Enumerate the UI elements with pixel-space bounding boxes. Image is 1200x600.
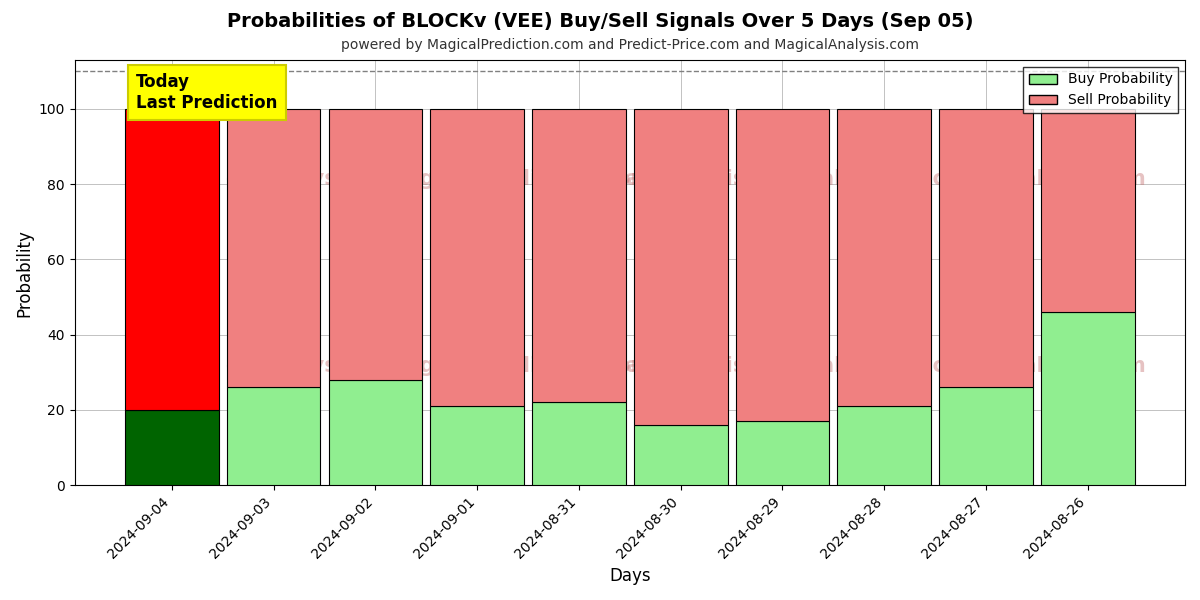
Text: calAnalysis.com: calAnalysis.com: [958, 169, 1146, 189]
Bar: [329, 109, 422, 380]
Text: calAnalysis.com: calAnalysis.com: [613, 356, 802, 376]
Y-axis label: Probability: Probability: [16, 229, 34, 317]
Text: Today
Last Prediction: Today Last Prediction: [137, 73, 277, 112]
Bar: [431, 109, 524, 406]
Bar: [227, 388, 320, 485]
Bar: [431, 406, 524, 485]
Text: calAnalysis.com: calAnalysis.com: [958, 356, 1146, 376]
Bar: [940, 388, 1033, 485]
Bar: [736, 421, 829, 485]
Text: Probabilities of BLOCKv (VEE) Buy/Sell Signals Over 5 Days (Sep 05): Probabilities of BLOCKv (VEE) Buy/Sell S…: [227, 12, 973, 31]
Bar: [329, 380, 422, 485]
Bar: [532, 109, 625, 403]
X-axis label: Days: Days: [610, 567, 650, 585]
Text: MagicalPrediction.com: MagicalPrediction.com: [751, 356, 1019, 376]
Bar: [634, 109, 727, 425]
Legend: Buy Probability, Sell Probability: Buy Probability, Sell Probability: [1024, 67, 1178, 113]
Bar: [838, 109, 931, 406]
Bar: [532, 403, 625, 485]
Bar: [736, 109, 829, 421]
Text: calAnalysis.com: calAnalysis.com: [226, 356, 413, 376]
Bar: [125, 410, 218, 485]
Bar: [125, 109, 218, 410]
Text: MagicalPrediction.com: MagicalPrediction.com: [385, 356, 653, 376]
Title: powered by MagicalPrediction.com and Predict-Price.com and MagicalAnalysis.com: powered by MagicalPrediction.com and Pre…: [341, 38, 919, 52]
Text: MagicalPrediction.com: MagicalPrediction.com: [751, 169, 1019, 189]
Bar: [1040, 312, 1134, 485]
Text: calAnalysis.com: calAnalysis.com: [613, 169, 802, 189]
Bar: [940, 109, 1033, 388]
Text: MagicalPrediction.com: MagicalPrediction.com: [385, 169, 653, 189]
Text: calAnalysis.com: calAnalysis.com: [226, 169, 413, 189]
Bar: [634, 425, 727, 485]
Bar: [1040, 109, 1134, 312]
Bar: [227, 109, 320, 388]
Bar: [838, 406, 931, 485]
